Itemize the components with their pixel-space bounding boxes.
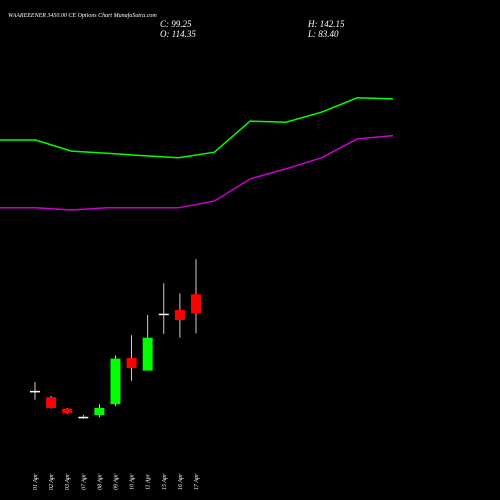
x-tick-label: 11 Apr bbox=[146, 473, 152, 490]
candle bbox=[110, 355, 121, 407]
candle-body bbox=[126, 358, 137, 369]
x-tick-label: 02 Apr bbox=[49, 473, 55, 490]
candle-body bbox=[30, 390, 40, 393]
x-tick-label: 10 Apr bbox=[130, 473, 136, 490]
upper-band-line bbox=[0, 97, 394, 159]
x-tick-label: 01 Apr bbox=[33, 473, 39, 490]
candle bbox=[62, 408, 73, 414]
candle-body bbox=[94, 408, 105, 415]
candle bbox=[174, 293, 185, 338]
high-value: H: 142.15 bbox=[307, 19, 345, 29]
x-tick-label: 16 Apr bbox=[178, 473, 184, 490]
candle-body bbox=[46, 397, 57, 408]
close-value: C: 99.25 bbox=[160, 19, 192, 29]
candle bbox=[191, 259, 201, 334]
x-tick-label: 03 Apr bbox=[65, 473, 71, 490]
candlesticks bbox=[30, 259, 201, 419]
chart-title: WAAREEENER 3450.00 CE Options Chart Muna… bbox=[8, 12, 157, 19]
x-axis-labels: 01 Apr 02 Apr 03 Apr 07 Apr 08 Apr 09 Apr 10 A… bbox=[33, 473, 200, 490]
candle bbox=[78, 414, 89, 419]
candle bbox=[30, 382, 40, 400]
indicator-lines bbox=[0, 97, 394, 211]
open-value: O: 114.35 bbox=[160, 29, 196, 39]
lower-band-line bbox=[0, 134, 394, 211]
candle-body bbox=[174, 309, 185, 320]
low-value: L: 83.40 bbox=[307, 29, 339, 39]
candle bbox=[126, 335, 137, 381]
x-tick-label: 15 Apr bbox=[162, 473, 168, 490]
candle-body bbox=[191, 294, 201, 314]
x-tick-label: 09 Apr bbox=[114, 473, 120, 490]
x-tick-label: 17 Apr bbox=[194, 473, 200, 490]
candle-body bbox=[78, 416, 89, 419]
candle-body bbox=[142, 337, 153, 371]
candle-body bbox=[158, 313, 169, 316]
candle-body bbox=[62, 408, 73, 413]
candle bbox=[94, 404, 105, 418]
candle bbox=[158, 283, 169, 334]
x-tick-label: 07 Apr bbox=[81, 473, 87, 490]
x-tick-label: 08 Apr bbox=[97, 473, 103, 490]
candle bbox=[142, 315, 153, 371]
candle-body bbox=[110, 358, 121, 405]
candle bbox=[46, 396, 57, 409]
